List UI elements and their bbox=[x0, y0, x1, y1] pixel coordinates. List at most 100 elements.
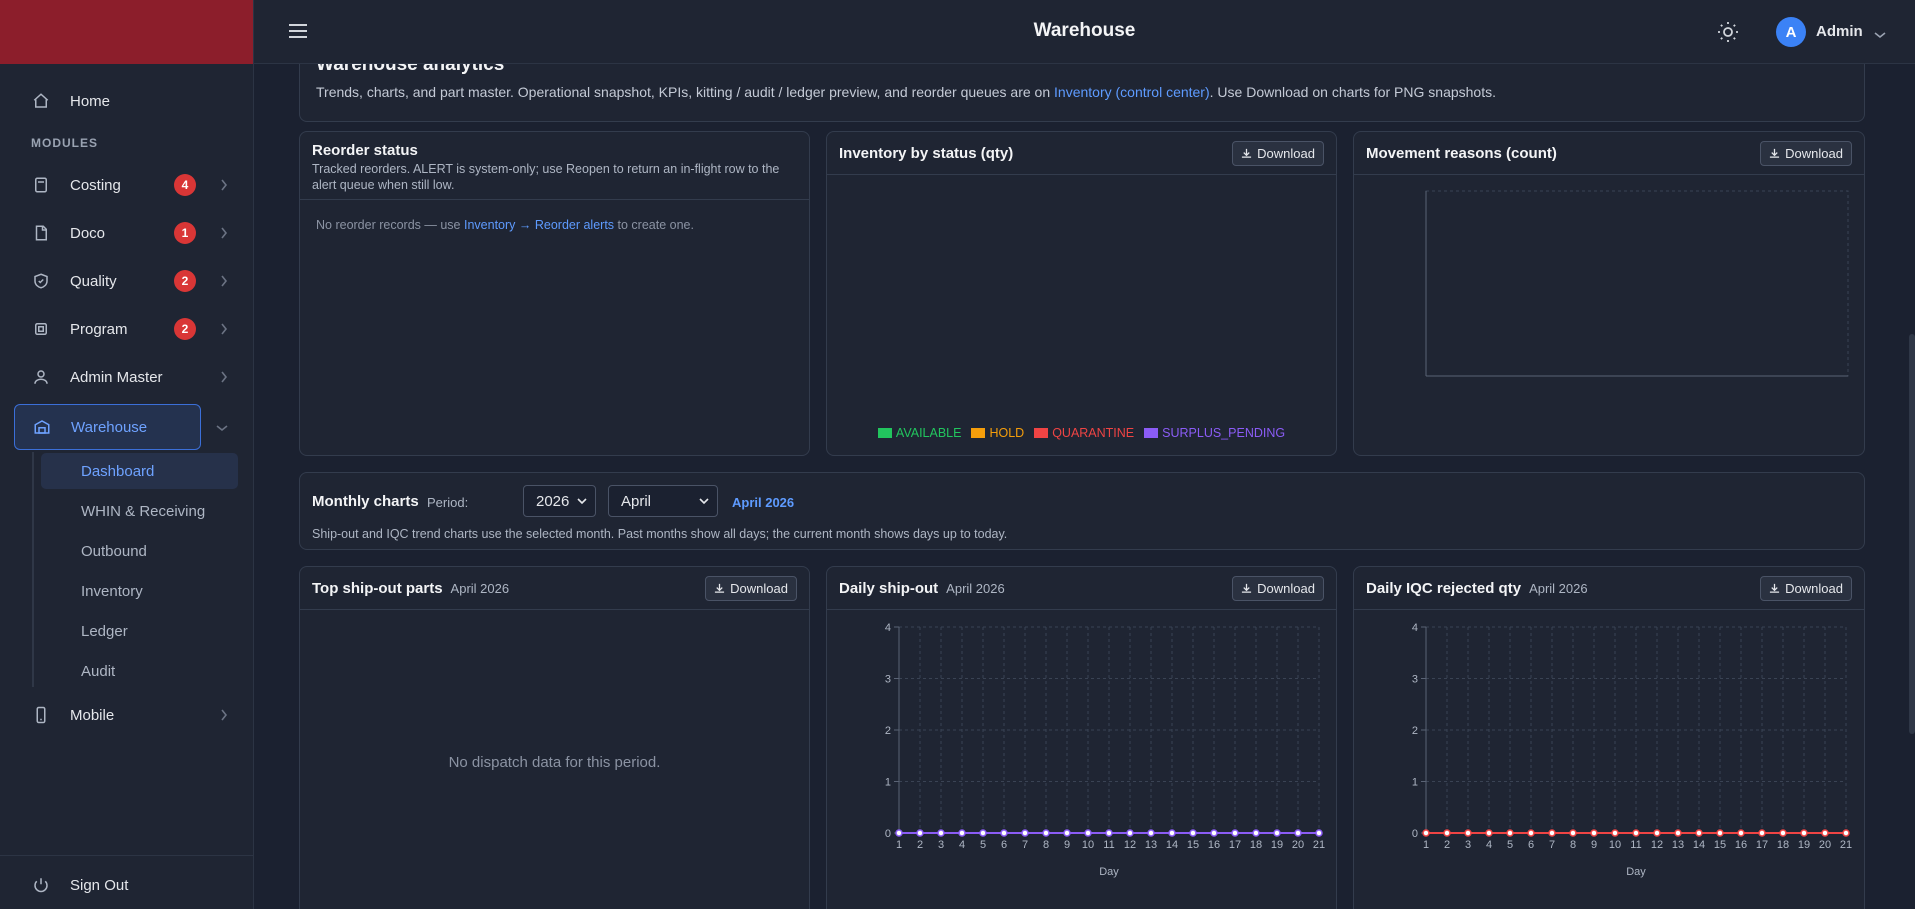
mobile-icon bbox=[30, 704, 52, 726]
x-tick-label: 16 bbox=[1208, 839, 1220, 851]
card-title-text: Daily IQC rejected qty bbox=[1366, 580, 1522, 597]
card-period: April 2026 bbox=[1529, 581, 1588, 596]
x-tick-label: 12 bbox=[1651, 839, 1663, 851]
sidebar-item-mobile[interactable]: Mobile bbox=[14, 692, 240, 738]
download-button[interactable]: Download bbox=[1760, 576, 1852, 601]
document-icon bbox=[30, 222, 52, 244]
data-point bbox=[1105, 829, 1113, 837]
download-button[interactable]: Download bbox=[1232, 141, 1324, 166]
legend-item[interactable]: AVAILABLE bbox=[877, 426, 961, 440]
data-point bbox=[1632, 829, 1640, 837]
x-tick-label: 2 bbox=[1444, 839, 1450, 851]
download-icon bbox=[715, 583, 725, 593]
x-tick-label: 14 bbox=[1693, 839, 1705, 851]
sidebar-subitem-outbound[interactable]: Outbound bbox=[81, 542, 147, 560]
sidebar-item-admin-master[interactable]: Admin Master bbox=[14, 354, 240, 400]
download-label: Download bbox=[730, 581, 788, 596]
intro-card: Warehouse analytics Trends, charts, and … bbox=[299, 64, 1865, 122]
download-icon bbox=[1242, 583, 1252, 593]
sidebar-item-quality[interactable]: Quality 2 bbox=[14, 258, 240, 304]
data-point bbox=[1695, 829, 1703, 837]
count-badge: 1 bbox=[174, 222, 196, 244]
sidebar-subitem-inventory[interactable]: Inventory bbox=[81, 582, 143, 600]
legend-item[interactable]: QUARANTINE bbox=[1034, 426, 1134, 440]
chevron-down-icon bbox=[699, 498, 709, 505]
download-button[interactable]: Download bbox=[705, 576, 797, 601]
y-tick-label: 2 bbox=[885, 725, 891, 737]
chevron-down-icon[interactable] bbox=[1874, 26, 1886, 39]
sun-icon[interactable] bbox=[1716, 20, 1740, 44]
year-select[interactable]: 2026 bbox=[523, 485, 596, 517]
chevron-right-icon bbox=[220, 227, 230, 239]
card-title: Reorder status bbox=[312, 142, 418, 159]
data-point bbox=[1716, 829, 1724, 837]
count-badge: 2 bbox=[174, 270, 196, 292]
x-tick-label: 21 bbox=[1313, 839, 1325, 851]
inventory-control-center-link[interactable]: Inventory (control center) bbox=[1054, 84, 1210, 100]
month-value: April bbox=[621, 492, 652, 510]
data-point bbox=[1548, 829, 1556, 837]
month-select[interactable]: April bbox=[608, 485, 718, 517]
x-tick-label: 8 bbox=[1043, 839, 1049, 851]
scrollbar-thumb[interactable] bbox=[1909, 334, 1915, 734]
x-tick-label: 4 bbox=[1486, 839, 1492, 851]
download-icon bbox=[1770, 583, 1780, 593]
legend-swatch bbox=[971, 428, 986, 438]
sign-out-button[interactable]: Sign Out bbox=[14, 862, 240, 908]
download-button[interactable]: Download bbox=[1760, 141, 1852, 166]
x-tick-label: 2 bbox=[917, 839, 923, 851]
sidebar-item-costing[interactable]: Costing 4 bbox=[14, 162, 240, 208]
sidebar-subitem-dashboard[interactable]: Dashboard bbox=[41, 453, 238, 489]
intro-text: Trends, charts, and part master. Operati… bbox=[316, 84, 1496, 100]
sidebar-subitem-audit[interactable]: Audit bbox=[81, 662, 116, 680]
card-title-text: Top ship-out parts bbox=[312, 580, 443, 597]
x-tick-label: 11 bbox=[1630, 839, 1641, 851]
x-tick-label: 5 bbox=[980, 839, 986, 851]
period-display: April 2026 bbox=[732, 495, 795, 510]
download-label: Download bbox=[1257, 146, 1315, 161]
card-title: Monthly charts bbox=[312, 493, 419, 510]
legend-item[interactable]: SURPLUS_PENDING bbox=[1144, 426, 1285, 440]
movement-chart-area bbox=[1425, 190, 1849, 377]
x-axis-label: Day bbox=[1099, 866, 1119, 878]
chevron-down-icon[interactable] bbox=[212, 418, 232, 438]
legend-item[interactable]: HOLD bbox=[971, 426, 1024, 440]
x-tick-label: 17 bbox=[1229, 839, 1241, 851]
data-point bbox=[1231, 829, 1239, 837]
data-point bbox=[1737, 829, 1745, 837]
y-tick-label: 0 bbox=[885, 828, 891, 840]
sidebar-subitem-ledger[interactable]: Ledger bbox=[81, 622, 128, 640]
data-point bbox=[895, 829, 903, 837]
empty-message: No reorder records — use Inventory → Reo… bbox=[316, 218, 694, 232]
x-tick-label: 20 bbox=[1292, 839, 1304, 851]
data-point bbox=[1611, 829, 1619, 837]
data-point bbox=[1273, 829, 1281, 837]
sidebar-item-program[interactable]: Program 2 bbox=[14, 306, 240, 352]
download-button[interactable]: Download bbox=[1232, 576, 1324, 601]
x-axis-label: Day bbox=[1626, 866, 1646, 878]
x-tick-label: 7 bbox=[1549, 839, 1555, 851]
legend-label: QUARANTINE bbox=[1052, 426, 1135, 440]
sidebar-item-home[interactable]: Home bbox=[14, 78, 240, 124]
card-header: Daily ship-out April 2026 Download bbox=[827, 567, 1336, 610]
sidebar-item-doco[interactable]: Doco 1 bbox=[14, 210, 240, 256]
data-point bbox=[1252, 829, 1260, 837]
x-tick-label: 1 bbox=[1423, 839, 1429, 851]
hamburger-menu-icon[interactable] bbox=[288, 22, 308, 40]
download-label: Download bbox=[1785, 146, 1843, 161]
avatar[interactable]: A bbox=[1776, 17, 1806, 47]
sidebar-subitem-whin-receiving[interactable]: WHIN & Receiving bbox=[81, 502, 206, 520]
x-tick-label: 19 bbox=[1271, 839, 1283, 851]
sidebar-item-label: Home bbox=[70, 92, 111, 110]
sidebar-item-warehouse[interactable]: Warehouse bbox=[14, 404, 201, 450]
plot-area bbox=[1425, 190, 1849, 377]
sidebar-item-label: Program bbox=[70, 320, 128, 338]
x-tick-label: 6 bbox=[1528, 839, 1534, 851]
data-point bbox=[1800, 829, 1808, 837]
user-name[interactable]: Admin bbox=[1816, 23, 1863, 40]
reorder-alerts-link[interactable]: Inventory → Reorder alerts bbox=[463, 218, 615, 232]
x-tick-label: 5 bbox=[1507, 839, 1513, 851]
calculator-icon bbox=[30, 174, 52, 196]
chevron-down-icon bbox=[577, 498, 587, 505]
card-title: Daily IQC rejected qty April 2026 bbox=[1366, 580, 1588, 597]
